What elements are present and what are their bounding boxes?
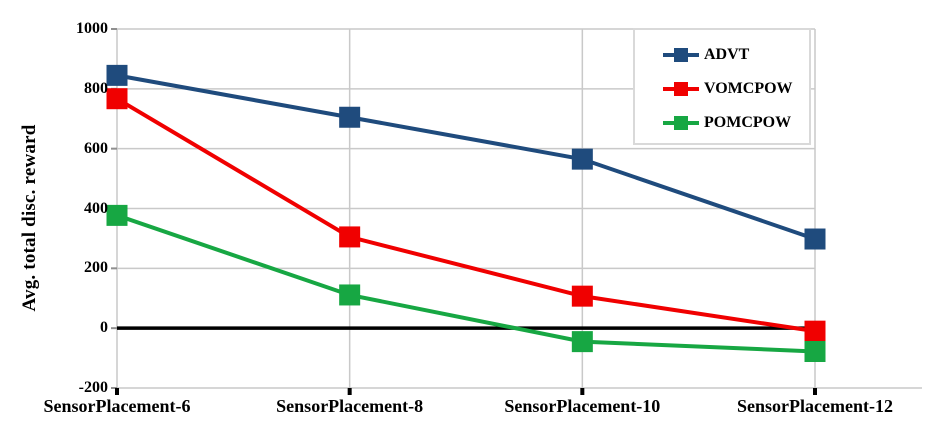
x-tick-mark	[115, 388, 119, 395]
data-point-marker-vomcpow	[339, 226, 361, 248]
data-point-marker-advt	[339, 106, 361, 128]
y-axis-title: Avg. total disc. reward	[19, 124, 40, 312]
data-point-marker-vomcpow	[804, 320, 826, 342]
y-tick-label: -200	[78, 379, 108, 396]
series-line-pomcpow	[116, 213, 816, 354]
x-tick-mark	[813, 388, 817, 395]
data-point-marker-advt	[106, 64, 128, 86]
legend-marker-icon	[663, 116, 699, 130]
data-point-marker-pomcpow	[571, 331, 593, 353]
data-point-marker-vomcpow	[106, 88, 128, 110]
legend-label: POMCPOW	[704, 114, 792, 131]
series-line-advt	[116, 73, 816, 241]
x-tick-mark	[580, 388, 585, 395]
x-category-label: SensorPlacement-6	[43, 396, 191, 416]
y-tick-label: 400	[84, 199, 108, 217]
y-tick-label: 800	[84, 79, 108, 97]
x-category-label: SensorPlacement-10	[504, 396, 661, 416]
data-point-marker-pomcpow	[804, 341, 826, 363]
y-tick-label: 600	[84, 139, 108, 157]
y-tick-label: 0	[100, 319, 108, 337]
data-point-marker-vomcpow	[571, 285, 593, 307]
legend-label: ADVT	[704, 46, 750, 63]
data-point-marker-advt	[804, 228, 826, 250]
legend-marker-icon	[663, 82, 699, 96]
legend-item-pomcpow: POMCPOW	[663, 106, 809, 140]
legend-label: VOMCPOW	[704, 80, 793, 97]
y-tick-label: 200	[84, 259, 108, 277]
data-point-marker-advt	[571, 148, 593, 170]
x-tick-mark	[347, 388, 352, 395]
legend-item-advt: ADVT	[663, 38, 809, 72]
data-point-marker-pomcpow	[339, 284, 361, 306]
y-tick-label: 1000	[76, 20, 108, 37]
legend-item-vomcpow: VOMCPOW	[663, 72, 809, 106]
legend: ADVT VOMCPOW POMCPOW	[633, 28, 811, 145]
legend-marker-icon	[663, 48, 699, 62]
series-line-vomcpow	[115, 96, 816, 334]
x-category-label: SensorPlacement-8	[276, 396, 424, 416]
x-category-label: SensorPlacement-12	[737, 396, 893, 416]
data-point-marker-pomcpow	[106, 204, 128, 226]
